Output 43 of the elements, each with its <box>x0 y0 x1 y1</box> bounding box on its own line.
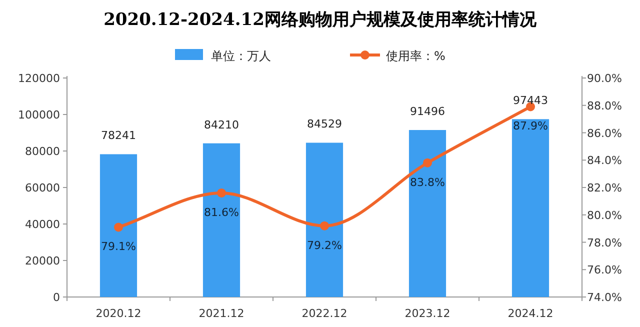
bar <box>202 143 240 297</box>
y2-tick-label: 82.0% <box>587 182 622 194</box>
y-tick-label: 0 <box>53 291 60 304</box>
chart-title: 2020.12-2024.12网络购物用户规模及使用率统计情况 <box>104 10 538 30</box>
x-tick-label: 2022.12 <box>302 307 348 320</box>
x-tick-label: 2024.12 <box>508 307 554 320</box>
bar <box>408 130 446 297</box>
point <box>320 221 329 230</box>
y-tick-label: 120000 <box>18 72 60 85</box>
data-label: 83.8% <box>410 176 445 189</box>
data-label: 78241 <box>101 129 136 142</box>
x-tick-label: 2021.12 <box>198 307 244 320</box>
point <box>217 188 226 198</box>
x-tick-label: 2020.12 <box>96 307 142 320</box>
data-label: 97443 <box>513 94 548 108</box>
y2-tick-label: 78.0% <box>587 236 622 250</box>
legend-label: 单位：万人 <box>211 49 271 63</box>
point <box>423 158 432 168</box>
y2-tick-label: 88.0% <box>587 99 622 112</box>
y2-tick-label: 74.0% <box>587 291 622 304</box>
y-tick-label: 20000 <box>25 254 60 268</box>
y-tick-label: 40000 <box>25 218 60 231</box>
data-label: 84529 <box>307 118 342 131</box>
data-label: 79.2% <box>307 238 342 252</box>
data-label: 91496 <box>410 105 445 118</box>
y2-tick-label: 76.0% <box>587 264 622 277</box>
data-label: 84210 <box>204 118 239 132</box>
data-label: 79.1% <box>101 240 136 254</box>
y2-tick-label: 90.0% <box>587 72 622 85</box>
point <box>114 222 123 232</box>
data-label: 87.9% <box>513 120 548 133</box>
x-tick-label: 2023.12 <box>404 307 450 320</box>
y-tick-label: 80000 <box>25 145 60 158</box>
y2-tick-label: 80.0% <box>587 208 622 222</box>
y2-tick-label: 84.0% <box>587 154 622 168</box>
bar <box>306 142 344 297</box>
bar <box>100 154 138 297</box>
y-tick-label: 100000 <box>18 108 60 122</box>
y2-tick-label: 86.0% <box>587 126 622 140</box>
legend-label: 使用率：% <box>386 49 446 63</box>
bar <box>512 119 550 297</box>
y-tick-label: 60000 <box>25 182 60 194</box>
data-label: 81.6% <box>204 206 239 219</box>
